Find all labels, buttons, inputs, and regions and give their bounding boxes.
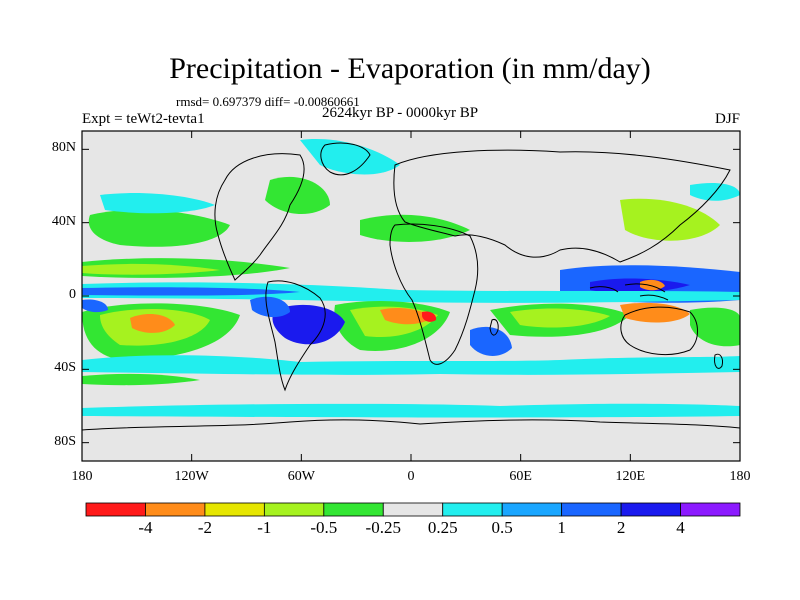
colorbar-swatch — [561, 502, 622, 517]
stats-line: rmsd= 0.697379 diff= -0.00860661 — [176, 94, 360, 109]
itcz-blue-band — [82, 287, 300, 296]
mediterranean-green-region — [360, 214, 470, 242]
colorbar-label: -1 — [257, 518, 272, 537]
colorbar-swatch — [501, 502, 563, 517]
experiment-label: Expt = teWt2-tevta1 — [82, 111, 205, 127]
colorbar-swatch — [145, 502, 206, 517]
lat-tick-label: 80S — [54, 433, 76, 449]
lat-tick-label: 80N — [51, 140, 76, 156]
new-zealand-coast — [714, 353, 723, 369]
arctic-cyan-region — [300, 139, 400, 175]
lon-tick-label: 60E — [509, 469, 532, 484]
colorbar-swatch — [323, 502, 384, 517]
north-pacific-cyan-region — [100, 193, 215, 214]
colorbar-swatch — [85, 502, 146, 517]
colorbar-label: -0.5 — [310, 518, 338, 537]
colorbar-label: -0.25 — [365, 518, 401, 537]
colorbar — [85, 502, 741, 517]
lat-tick-label: 40S — [54, 360, 76, 376]
itcz-cyan-band — [82, 282, 740, 303]
field-layer — [82, 131, 740, 461]
south-pacific-orange-core — [130, 314, 175, 333]
colorbar-swatch — [263, 502, 325, 517]
lon-tick-label: 180 — [729, 469, 751, 484]
south-america-blue-core — [272, 304, 345, 345]
lon-tick-label: 120E — [615, 469, 646, 484]
colorbar-label: 4 — [676, 518, 685, 537]
lat-tick-label: 40N — [51, 213, 76, 229]
colorbar-swatch — [442, 502, 503, 517]
colorbar-label: -2 — [197, 518, 212, 537]
pacific-orange-spot — [640, 279, 665, 291]
africa-coast — [389, 223, 479, 365]
coastlines — [82, 142, 740, 431]
south-pacific-blue-patch — [82, 299, 108, 313]
map-title: Precipitation - Evaporation (in mm/day) — [169, 52, 651, 85]
period-label: 2624kyr BP - 0000kyr BP — [322, 105, 479, 121]
antarctica-coast — [82, 419, 740, 431]
colorbar-label: 2 — [616, 518, 626, 537]
lat-tick-label: 0 — [69, 287, 76, 302]
lon-tick-label: 0 — [407, 469, 415, 484]
south-america-coast — [265, 280, 326, 392]
colorbar-label: 1 — [557, 518, 566, 537]
greenland-coast — [320, 142, 371, 176]
colorbar-swatch — [620, 502, 681, 517]
north-america-coast — [214, 153, 305, 281]
indian-ocean-yellow-zone — [510, 308, 610, 328]
colorbar-label: 0.5 — [491, 518, 513, 537]
north-pacific-green-region — [88, 209, 230, 247]
lon-tick-label: 120W — [174, 469, 209, 484]
colorbar-label: -4 — [138, 518, 153, 537]
asia-pacific-green-region — [620, 198, 720, 241]
antarctic-cyan-fringe — [82, 403, 740, 418]
southern-ocean-green-band — [82, 373, 200, 386]
australia-coast — [620, 306, 698, 355]
south-atlantic-red-spot — [422, 311, 437, 322]
southern-africa-blue-core — [470, 326, 512, 356]
south-pacific-east-green — [690, 307, 740, 347]
lon-tick-label: 180 — [71, 469, 93, 484]
eurasia-coast — [393, 149, 731, 263]
colorbar-swatch — [680, 502, 741, 517]
lon-tick-label: 60W — [287, 469, 315, 484]
north-atlantic-green-region — [265, 176, 330, 215]
southern-ocean-cyan-band — [82, 355, 740, 375]
colorbar-swatch — [204, 502, 265, 517]
season-label: DJF — [714, 111, 740, 127]
axis-ticks — [81, 131, 741, 461]
indonesia-coast — [589, 283, 669, 301]
colorbar-label: 0.25 — [427, 518, 458, 537]
south-america-blue-outer — [250, 296, 290, 318]
north-trop-yellow-band — [82, 263, 220, 275]
colorbar-swatch — [382, 502, 444, 517]
madagascar-coast — [489, 319, 499, 336]
